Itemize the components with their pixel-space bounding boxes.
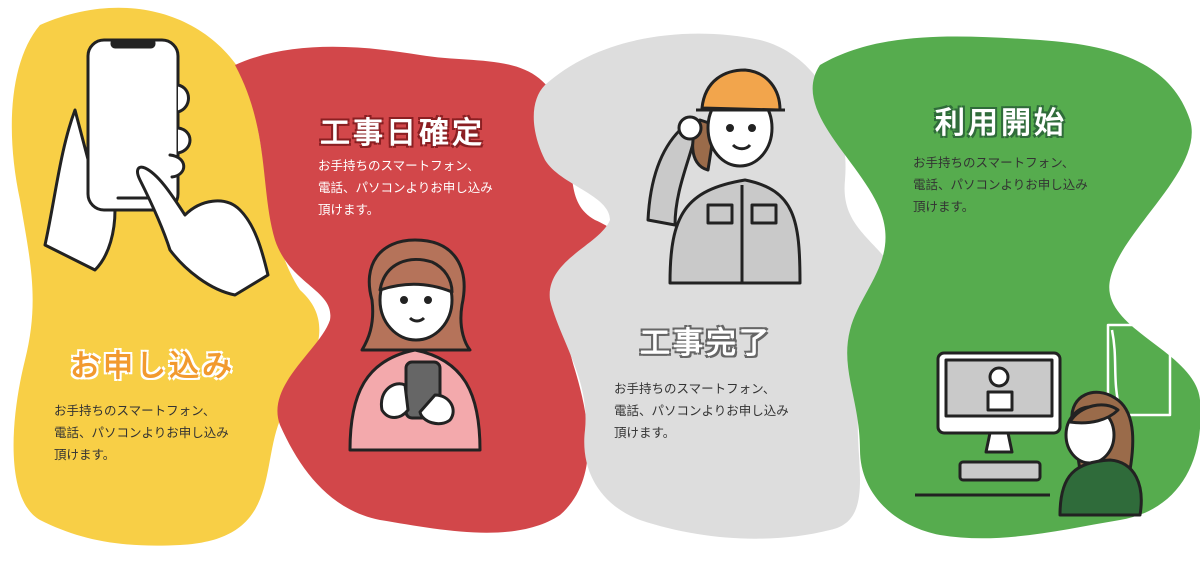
woman-computer-icon bbox=[915, 323, 1172, 517]
step-1-title: お申し込み bbox=[70, 349, 235, 384]
step-2-title: 工事日確定 bbox=[320, 116, 485, 151]
gray-blob bbox=[533, 33, 905, 539]
step-2-description: お手持ちのスマートフォン、 電話、パソコンよりお申し込み 頂けます。 bbox=[318, 158, 493, 217]
step-1-description: お手持ちのスマートフォン、 電話、パソコンよりお申し込み 頂けます。 bbox=[54, 403, 229, 462]
step-3-title: 工事完了 bbox=[640, 326, 772, 361]
woman-phone-icon bbox=[348, 238, 482, 452]
hand-smartphone-icon bbox=[43, 38, 270, 297]
worker-helmet-icon bbox=[646, 68, 802, 285]
step-4-description: お手持ちのスマートフォン、 電話、パソコンよりお申し込み 頂けます。 bbox=[913, 155, 1088, 214]
step-3-description: お手持ちのスマートフォン、 電話、パソコンよりお申し込み 頂けます。 bbox=[614, 381, 789, 440]
step-4-title: 利用開始 bbox=[935, 106, 1067, 141]
